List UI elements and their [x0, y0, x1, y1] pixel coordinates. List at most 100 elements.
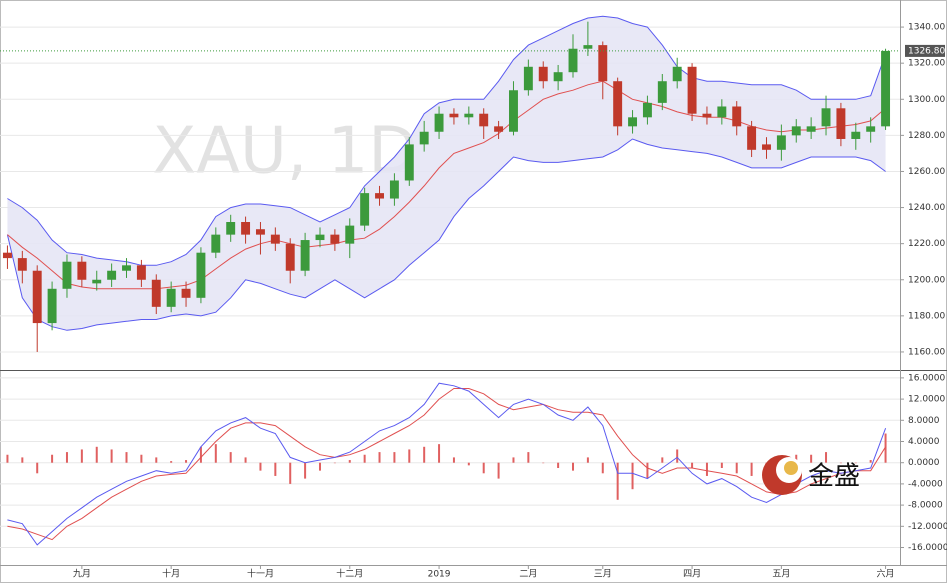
candle-body — [166, 288, 176, 307]
last-price-tag — [905, 44, 945, 57]
macd-line — [7, 382, 887, 546]
candle-body — [330, 234, 340, 244]
candle-body — [300, 240, 310, 271]
x-tick-label: 四月 — [683, 569, 701, 580]
candle-body — [226, 222, 236, 235]
candle-body — [776, 135, 786, 150]
histogram-bar — [586, 457, 589, 463]
x-tick-label: 十月 — [162, 568, 180, 580]
histogram-bar — [244, 457, 247, 463]
candle-body — [628, 117, 638, 127]
x-tick-label: 五月 — [772, 569, 790, 580]
histogram-bar — [839, 462, 842, 464]
y-tick-label: -12.0000 — [908, 522, 947, 532]
candle-body — [62, 261, 72, 289]
histogram-bar — [274, 462, 277, 476]
histogram-bar — [140, 454, 143, 463]
histogram-bar — [51, 454, 54, 463]
histogram-bar — [452, 457, 455, 463]
lower-band — [6, 138, 886, 331]
x-tick-label: 2019 — [428, 570, 451, 580]
histogram-bar — [497, 462, 500, 479]
candle-body — [404, 144, 414, 181]
y-tick-label: -8.0000 — [908, 501, 943, 511]
candle-body — [523, 66, 533, 91]
x-tick-label: 六月 — [877, 568, 895, 580]
histogram-bar — [661, 457, 664, 463]
candle-body — [360, 193, 370, 226]
x-tick-label: 九月 — [73, 569, 91, 580]
histogram-bar — [378, 452, 381, 463]
histogram-bar — [363, 454, 366, 463]
candle-body — [107, 270, 117, 280]
histogram-bar — [80, 449, 83, 463]
histogram-bar — [572, 462, 575, 471]
candle-body — [122, 265, 131, 271]
histogram-bar — [735, 462, 738, 474]
last-price-label: 1326.80 — [908, 46, 945, 56]
watermark: XAU, 1D — [152, 115, 417, 189]
candle-body — [717, 106, 727, 118]
y-tick-label: 12.0000 — [908, 395, 945, 405]
candle-body — [613, 81, 623, 127]
candle-body — [47, 288, 57, 324]
y-tick-label: 8.0000 — [908, 416, 940, 426]
candle-body — [509, 90, 518, 132]
candle-body — [449, 113, 459, 118]
candle-body — [196, 252, 206, 298]
y-tick-label: 16.0000 — [908, 373, 945, 383]
candle-body — [375, 193, 384, 199]
candle-body — [211, 234, 221, 253]
logo: 金盛 — [762, 455, 860, 495]
histogram-bar — [750, 462, 753, 476]
logo-text: 金盛 — [808, 462, 860, 492]
candle-body — [538, 66, 548, 82]
histogram-bar — [601, 462, 604, 474]
histogram-bar — [318, 462, 321, 471]
y-tick-label: 1160.00 — [908, 347, 945, 357]
candle-body — [747, 126, 757, 150]
histogram-bar — [869, 460, 872, 463]
y-tick-label: 4.0000 — [908, 437, 940, 447]
histogram-bar — [542, 462, 545, 464]
x-tick-label: 三月 — [594, 569, 612, 580]
histogram-bar — [438, 444, 441, 463]
candle-body — [464, 113, 474, 118]
y-tick-label: 1200.00 — [908, 275, 945, 285]
x-tick-label: 十一月 — [247, 568, 274, 580]
y-tick-label: -4.0000 — [908, 479, 943, 489]
candle-body — [270, 234, 280, 244]
histogram-bar — [527, 452, 530, 463]
histogram-bar — [229, 452, 232, 463]
signal-line — [7, 388, 887, 541]
candle-body — [2, 252, 12, 259]
candle-body — [32, 270, 42, 324]
y-tick-label: 1320.00 — [908, 59, 945, 69]
candle-body — [315, 234, 325, 241]
histogram-bar — [95, 446, 98, 463]
x-tick-label: 十二月 — [336, 568, 363, 580]
histogram-bar — [304, 462, 307, 479]
candle-body — [851, 131, 861, 139]
candle-body — [762, 144, 771, 150]
candle-body — [136, 265, 146, 280]
candle-body — [345, 225, 355, 244]
candle-body — [285, 243, 295, 271]
histogram-bar — [125, 452, 128, 463]
y-tick-label: -16.0000 — [908, 543, 947, 553]
histogram-bar — [185, 460, 188, 463]
histogram-bar — [393, 452, 396, 463]
candle-body — [806, 126, 816, 132]
candle-body — [687, 66, 697, 114]
x-tick-label: 二月 — [519, 569, 537, 580]
histogram-bar — [259, 462, 262, 471]
histogram-bar — [155, 457, 158, 463]
histogram-bar — [646, 462, 649, 479]
candle-body — [568, 48, 578, 73]
y-tick-label: 1260.00 — [908, 167, 945, 177]
candle-body — [583, 45, 593, 49]
histogram-bar — [631, 462, 634, 490]
histogram-bar — [825, 452, 828, 463]
logo-icon — [784, 461, 798, 475]
